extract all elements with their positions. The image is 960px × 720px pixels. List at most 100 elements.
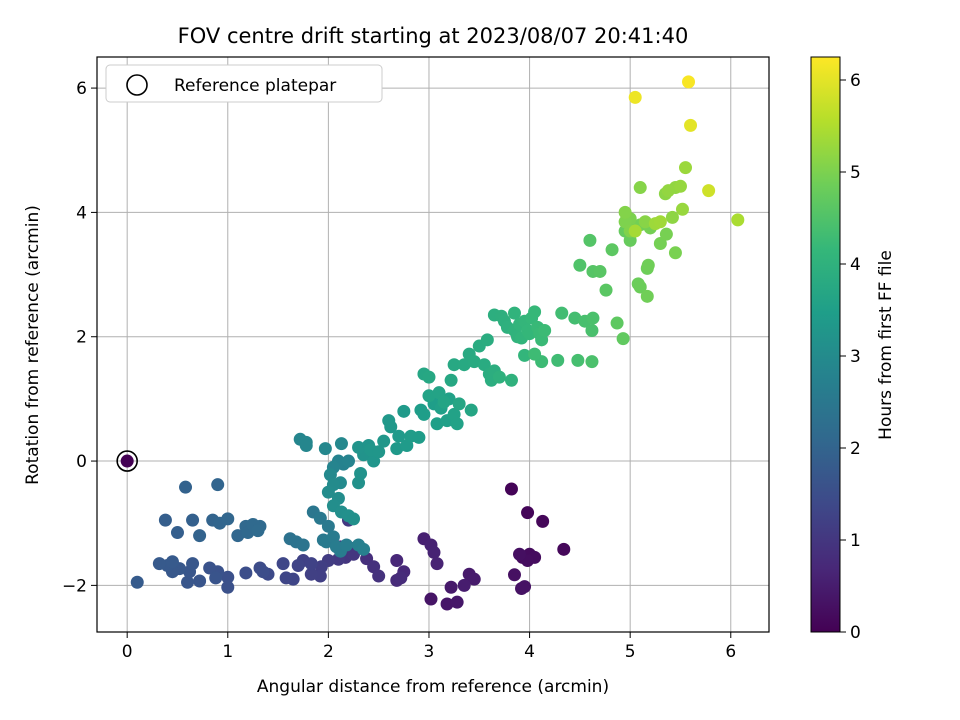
data-point (616, 332, 630, 346)
y-tick-label: 2 (76, 328, 87, 348)
reference-marker-layer (116, 450, 138, 472)
data-point (702, 184, 716, 198)
data-point (528, 347, 542, 361)
data-point (586, 311, 600, 325)
data-point (313, 511, 327, 525)
data-point (450, 595, 464, 609)
data-point (536, 514, 550, 528)
data-point (181, 575, 195, 589)
data-point (557, 542, 571, 556)
data-point (585, 324, 599, 338)
colorbar-tick-label: 4 (850, 255, 861, 275)
data-point (452, 397, 466, 411)
data-point (170, 526, 184, 540)
x-axis-label: Angular distance from reference (arcmin) (257, 677, 609, 697)
data-point (430, 557, 444, 571)
data-point (326, 530, 340, 544)
x-tick-label: 4 (524, 642, 535, 662)
data-point (518, 348, 532, 362)
data-point (203, 561, 217, 575)
colorbar-tick-label: 3 (850, 347, 861, 367)
data-point (675, 202, 689, 216)
colorbar: 0 1 2 3 4 5 6 Hours from first FF file (810, 56, 896, 643)
data-point (668, 246, 682, 260)
data-point (424, 592, 438, 606)
data-point (158, 513, 172, 527)
colorbar-tick-label: 0 (850, 623, 861, 643)
x-tick-label: 2 (323, 642, 334, 662)
data-point (384, 420, 398, 434)
data-point (480, 333, 494, 347)
chart-title: FOV centre drift starting at 2023/08/07 … (178, 24, 689, 48)
x-tick-label: 0 (122, 642, 133, 662)
data-point (341, 454, 355, 468)
legend-box (105, 64, 383, 103)
colorbar-ticks: 0 1 2 3 4 5 6 (840, 71, 861, 643)
y-axis-ticks: −2 0 2 4 6 (62, 79, 97, 596)
data-point (444, 373, 458, 387)
y-tick-label: 0 (76, 452, 87, 472)
data-point (334, 437, 348, 451)
colorbar-label: Hours from first FF file (876, 250, 896, 440)
y-tick-label: 4 (76, 203, 87, 223)
data-point (633, 280, 647, 294)
data-point (585, 355, 599, 369)
data-point (193, 529, 207, 543)
data-point (193, 574, 207, 588)
data-point (186, 557, 200, 571)
colorbar-gradient (810, 56, 841, 633)
data-point (673, 179, 687, 193)
data-point (440, 597, 454, 611)
data-point (165, 555, 179, 569)
colorbar-tick-label: 6 (850, 71, 861, 91)
data-point (279, 571, 293, 585)
data-points (130, 75, 745, 611)
data-point (323, 468, 337, 482)
data-point (352, 440, 366, 454)
data-point (573, 258, 587, 272)
data-point (354, 466, 368, 480)
x-tick-label: 1 (222, 642, 233, 662)
data-point (427, 545, 441, 559)
data-point (610, 316, 624, 330)
data-point (347, 512, 361, 526)
x-tick-label: 6 (725, 642, 736, 662)
data-point (372, 445, 386, 459)
data-point (571, 353, 585, 367)
data-point (221, 512, 235, 526)
data-point (599, 283, 613, 297)
data-point (507, 568, 521, 582)
data-point (568, 311, 582, 325)
data-point (417, 407, 431, 421)
data-point (179, 480, 193, 494)
legend-label: Reference platepar (174, 76, 336, 96)
data-point (513, 547, 527, 561)
data-point (422, 389, 436, 403)
data-point (659, 227, 673, 241)
data-point (231, 529, 245, 543)
data-point (152, 557, 166, 571)
data-point (299, 439, 313, 453)
data-point (504, 482, 518, 496)
plot-frame (96, 56, 770, 633)
data-point (457, 358, 471, 372)
data-point (507, 306, 521, 320)
colorbar-tick-label: 1 (850, 531, 861, 551)
data-point (318, 442, 332, 456)
y-tick-label: −2 (62, 576, 87, 596)
data-point (130, 575, 144, 589)
reference-point (120, 454, 134, 468)
data-point (377, 434, 391, 448)
data-point (392, 429, 406, 443)
data-point (638, 215, 652, 229)
legend-open-circle-icon (126, 74, 148, 96)
data-point (492, 370, 506, 384)
data-point (628, 224, 642, 238)
x-tick-label: 3 (424, 642, 435, 662)
data-point (394, 571, 408, 585)
data-point (684, 118, 698, 132)
data-point (397, 404, 411, 418)
data-point (296, 538, 310, 552)
data-point (221, 570, 235, 584)
